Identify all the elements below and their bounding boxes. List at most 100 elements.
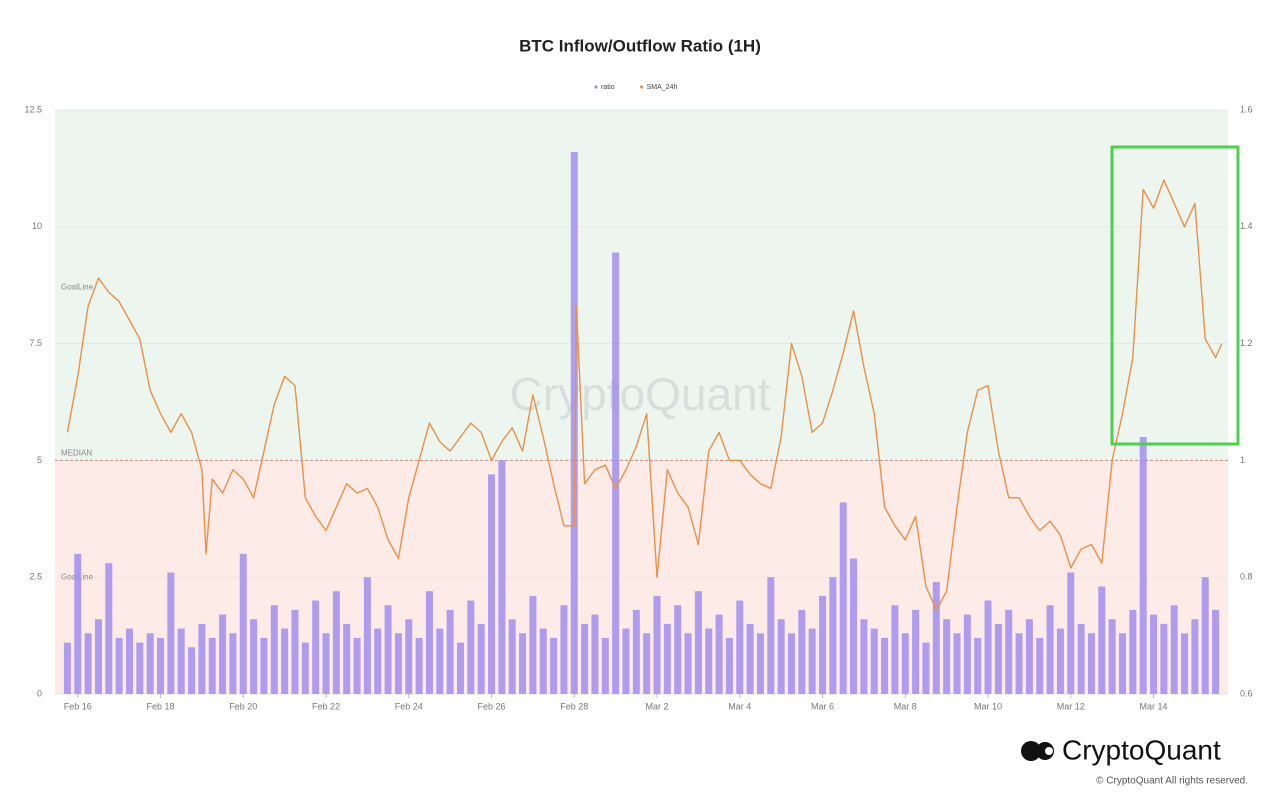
ratio-bar	[74, 553, 82, 694]
ratio-bar	[353, 637, 361, 694]
ratio-bar	[974, 637, 982, 694]
chart-title: BTC Inflow/Outflow Ratio (1H)	[519, 36, 761, 55]
ratio-bar	[1015, 633, 1023, 694]
ratio-bar	[1087, 633, 1095, 694]
x-tick-label: Mar 14	[1140, 701, 1168, 711]
y2-tick-label: 1.4	[1240, 221, 1253, 231]
x-tick-label: Feb 26	[477, 701, 505, 711]
logo-mark	[1021, 741, 1041, 761]
zone-above	[55, 110, 1228, 461]
y-tick-label: 7.5	[29, 338, 42, 348]
ratio-bar	[332, 591, 340, 694]
ratio-bar	[777, 619, 785, 694]
ratio-bar	[425, 591, 433, 694]
ratio-bar	[663, 623, 671, 694]
ratio-bar	[1036, 637, 1044, 694]
ratio-bar	[146, 633, 154, 694]
y-tick-label: 2.5	[29, 572, 42, 582]
ratio-bar	[829, 577, 837, 694]
y2-tick-label: 1.2	[1240, 338, 1253, 348]
ratio-bar	[125, 628, 133, 694]
ratio-bar	[270, 605, 278, 694]
ratio-bar	[1150, 614, 1158, 694]
ratio-bar	[1181, 633, 1189, 694]
footer-copyright: © CryptoQuant All rights reserved.	[1096, 776, 1248, 787]
ratio-bar	[1212, 609, 1220, 694]
ratio-bar	[105, 563, 113, 694]
ratio-bar	[570, 152, 578, 695]
ratio-bar	[787, 633, 795, 694]
y2-tick-label: 1.6	[1240, 104, 1253, 114]
ratio-bar	[539, 628, 547, 694]
y-tick-label: 12.5	[24, 104, 42, 114]
ratio-bar	[643, 633, 651, 694]
ratio-bar	[850, 558, 858, 694]
ratio-bar	[612, 252, 620, 694]
y2-tick-label: 0.6	[1240, 688, 1253, 698]
ratio-bar	[715, 614, 723, 694]
y2-tick-label: 0.8	[1240, 572, 1253, 582]
ratio-bar	[384, 605, 392, 694]
ratio-bar	[1118, 633, 1126, 694]
legend-label: SMA_24h	[647, 84, 678, 91]
watermark: CryptoQuant	[510, 368, 771, 420]
ratio-bar	[632, 609, 640, 694]
y-tick-label: 0	[37, 688, 42, 698]
ratio-bar	[622, 628, 630, 694]
ratio-bar	[725, 637, 733, 694]
ratio-bar	[1098, 586, 1106, 694]
ratio-bar	[343, 623, 351, 694]
ratio-bar	[591, 614, 599, 694]
x-tick-label: Feb 20	[229, 701, 257, 711]
ratio-bar	[798, 609, 806, 694]
legend-label: ratio	[601, 84, 615, 91]
median-label: MEDIAN	[61, 449, 92, 458]
ratio-bar	[84, 633, 92, 694]
ratio-bar	[198, 623, 206, 694]
ratio-bar	[881, 637, 889, 694]
ratio-bar	[1129, 609, 1137, 694]
ratio-bar	[467, 600, 475, 694]
legend-swatch	[594, 85, 598, 89]
ratio-bar	[1170, 605, 1178, 694]
ratio-bar	[684, 633, 692, 694]
ratio-bar	[756, 633, 764, 694]
x-tick-label: Feb 18	[146, 701, 174, 711]
footer-logo	[1021, 741, 1054, 761]
ratio-bar	[1077, 623, 1085, 694]
ratio-bar	[767, 577, 775, 694]
ratio-bar	[374, 628, 382, 694]
ratio-bar	[891, 605, 899, 694]
ratio-bar	[694, 591, 702, 694]
ratio-bar	[219, 614, 227, 694]
ratio-bar	[415, 637, 423, 694]
ratio-bar	[1191, 619, 1199, 694]
ratio-bar	[239, 553, 247, 694]
ratio-bar	[456, 642, 464, 694]
ratio-bar	[208, 637, 216, 694]
ratio-bar	[1025, 619, 1033, 694]
footer-brand: CryptoQuant	[1062, 734, 1221, 765]
ratio-bar	[943, 619, 951, 694]
ratio-bar	[436, 628, 444, 694]
ratio-bar	[136, 642, 144, 694]
ratio-bar	[63, 642, 71, 694]
x-tick-label: Feb 28	[560, 701, 588, 711]
ratio-bar	[1139, 437, 1147, 694]
ratio-bar	[808, 628, 816, 694]
goal-label: GoalLine	[61, 283, 94, 292]
ratio-bar	[912, 609, 920, 694]
ratio-bar	[322, 633, 330, 694]
ratio-bar	[498, 460, 506, 694]
y-tick-label: 5	[37, 455, 42, 465]
ratio-bar	[446, 609, 454, 694]
ratio-bar	[229, 633, 237, 694]
ratio-bar	[157, 637, 165, 694]
ratio-bar	[1160, 623, 1168, 694]
plot-background: MEDIANGoalLineGoalLine	[55, 109, 1228, 695]
ratio-bar	[984, 600, 992, 694]
ratio-bar	[281, 628, 289, 694]
highlight-box	[1110, 145, 1240, 446]
plot	[63, 152, 1223, 695]
